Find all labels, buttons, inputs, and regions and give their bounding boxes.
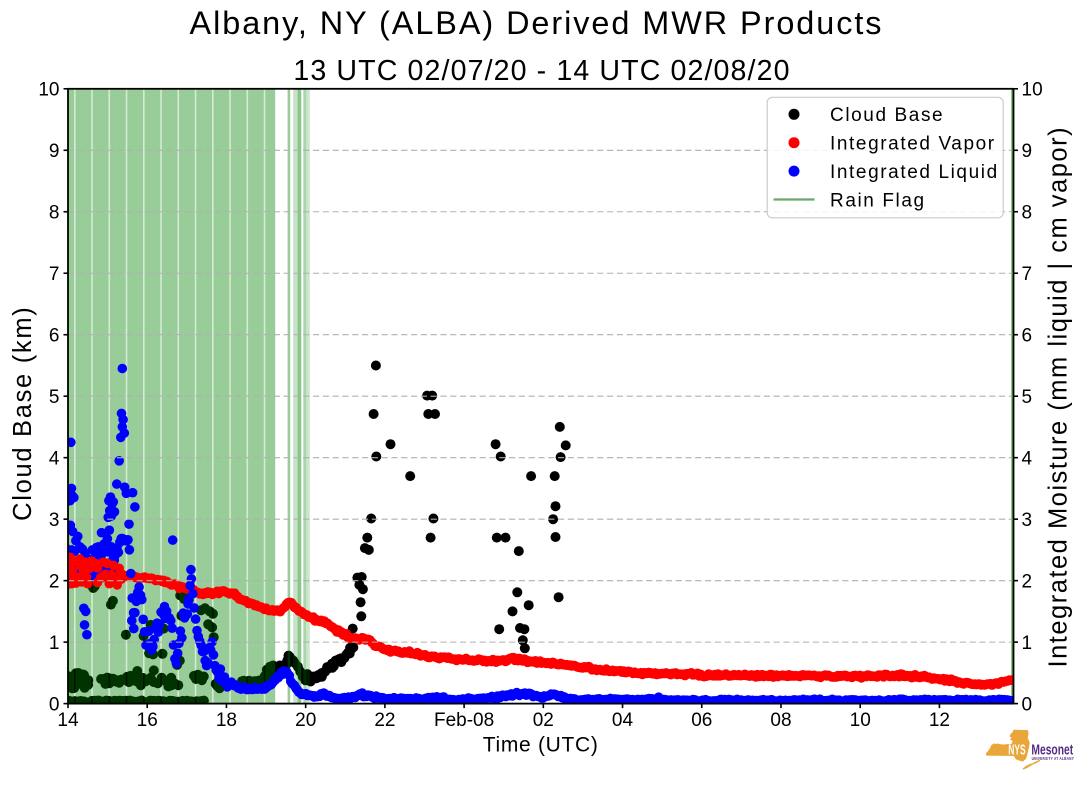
svg-text:Time (UTC): Time (UTC) — [483, 734, 599, 757]
svg-text:20: 20 — [295, 710, 316, 731]
svg-text:02: 02 — [533, 710, 554, 731]
svg-text:2: 2 — [49, 572, 60, 593]
svg-text:06: 06 — [691, 710, 712, 731]
svg-text:14: 14 — [57, 710, 79, 731]
svg-text:Rain Flag: Rain Flag — [830, 190, 926, 211]
svg-text:Mesonet: Mesonet — [1031, 742, 1073, 758]
svg-text:8: 8 — [1022, 203, 1033, 224]
svg-text:08: 08 — [770, 710, 791, 731]
svg-text:16: 16 — [137, 710, 158, 731]
svg-text:5: 5 — [1022, 387, 1033, 408]
svg-text:9: 9 — [1022, 141, 1033, 162]
svg-text:8: 8 — [49, 203, 60, 224]
svg-text:0: 0 — [49, 695, 60, 716]
svg-text:18: 18 — [216, 710, 237, 731]
svg-text:7: 7 — [49, 264, 60, 285]
svg-text:13 UTC 02/07/20 - 14 UTC 02/08: 13 UTC 02/07/20 - 14 UTC 02/08/20 — [293, 55, 790, 87]
svg-text:Integrated Vapor: Integrated Vapor — [830, 134, 996, 155]
svg-text:4: 4 — [49, 449, 60, 470]
svg-text:0: 0 — [1022, 695, 1033, 716]
svg-text:3: 3 — [1022, 510, 1033, 531]
svg-text:Feb-08: Feb-08 — [434, 710, 494, 731]
svg-text:3: 3 — [49, 510, 60, 531]
svg-text:10: 10 — [850, 710, 871, 731]
svg-text:2: 2 — [1022, 572, 1033, 593]
svg-text:Cloud Base (km): Cloud Base (km) — [9, 305, 37, 520]
svg-text:UNIVERSITY AT ALBANY: UNIVERSITY AT ALBANY — [1032, 755, 1075, 761]
svg-text:5: 5 — [49, 387, 60, 408]
svg-text:Integrated Liquid: Integrated Liquid — [830, 162, 999, 183]
svg-text:Integrated Moisture (mm liquid: Integrated Moisture (mm liquid | cm vapo… — [1045, 126, 1073, 668]
svg-text:12: 12 — [929, 710, 950, 731]
svg-text:6: 6 — [1022, 326, 1033, 347]
svg-text:04: 04 — [612, 710, 634, 731]
svg-text:9: 9 — [49, 141, 60, 162]
svg-text:Albany, NY (ALBA) Derived MWR: Albany, NY (ALBA) Derived MWR Products — [190, 5, 884, 41]
svg-text:1: 1 — [1022, 633, 1033, 654]
svg-text:NYS: NYS — [1008, 741, 1025, 758]
svg-text:6: 6 — [49, 326, 60, 347]
svg-text:22: 22 — [374, 710, 395, 731]
svg-text:7: 7 — [1022, 264, 1033, 285]
svg-text:10: 10 — [1022, 80, 1043, 101]
svg-text:4: 4 — [1022, 449, 1033, 470]
svg-text:10: 10 — [38, 80, 59, 101]
svg-text:Cloud Base: Cloud Base — [830, 105, 944, 126]
svg-text:1: 1 — [49, 633, 60, 654]
